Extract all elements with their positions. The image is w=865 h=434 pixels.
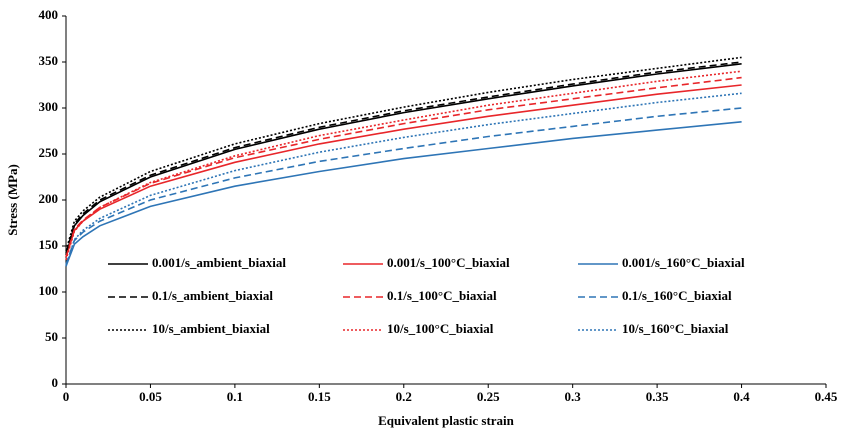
x-tick-label: 0 (63, 389, 70, 404)
legend-label: 10/s_100°C_biaxial (387, 321, 494, 336)
series-line (65, 107, 742, 265)
x-tick-label: 0.1 (227, 389, 243, 404)
y-tick-label: 0 (52, 375, 59, 390)
x-tick-label: 0.35 (646, 389, 669, 404)
x-axis-label: Equivalent plastic strain (378, 413, 515, 428)
series-line (65, 63, 742, 256)
x-tick-label: 0.2 (396, 389, 412, 404)
legend-label: 0.1/s_100°C_biaxial (387, 288, 497, 303)
y-tick-label: 100 (39, 283, 59, 298)
x-tick-label: 0.25 (477, 389, 500, 404)
y-tick-label: 150 (39, 237, 59, 252)
x-tick-label: 0.05 (139, 389, 162, 404)
series-line (65, 61, 742, 254)
x-tick-label: 0.45 (815, 389, 838, 404)
series-line (65, 76, 742, 258)
y-tick-label: 300 (39, 99, 59, 114)
x-tick-label: 0.4 (733, 389, 750, 404)
series-line (65, 121, 742, 267)
legend-label: 0.001/s_160°C_biaxial (622, 255, 745, 270)
series-line (65, 56, 742, 251)
x-tick-label: 0.3 (565, 389, 582, 404)
x-tick-label: 0.15 (308, 389, 331, 404)
y-tick-label: 200 (39, 191, 59, 206)
y-tick-label: 50 (45, 329, 58, 344)
y-axis-label: Stress (MPa) (5, 164, 20, 236)
legend-label: 0.001/s_100°C_biaxial (387, 255, 510, 270)
y-tick-label: 400 (39, 7, 59, 22)
legend-label: 0.1/s_ambient_biaxial (152, 288, 273, 303)
y-tick-label: 350 (39, 53, 59, 68)
series-line (65, 70, 742, 261)
legend-label: 10/s_ambient_biaxial (152, 321, 270, 336)
y-tick-label: 250 (39, 145, 59, 160)
legend-label: 0.1/s_160°C_biaxial (622, 288, 732, 303)
legend-label: 0.001/s_ambient_biaxial (152, 255, 286, 270)
legend-label: 10/s_160°C_biaxial (622, 321, 729, 336)
series-line (65, 92, 742, 267)
